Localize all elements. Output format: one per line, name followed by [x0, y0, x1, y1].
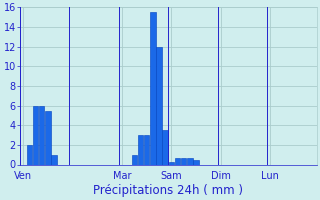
Bar — [150, 12, 156, 164]
X-axis label: Précipitations 24h ( mm ): Précipitations 24h ( mm ) — [93, 184, 243, 197]
Bar — [51, 155, 57, 164]
Bar — [175, 158, 180, 164]
Bar — [39, 106, 44, 164]
Bar — [144, 135, 149, 164]
Bar — [45, 111, 51, 164]
Bar — [132, 155, 137, 164]
Bar — [138, 135, 143, 164]
Bar — [187, 158, 193, 164]
Bar — [27, 145, 32, 164]
Bar — [193, 160, 199, 164]
Bar — [169, 162, 174, 164]
Bar — [181, 158, 187, 164]
Bar — [33, 106, 38, 164]
Bar — [163, 130, 168, 164]
Bar — [156, 47, 162, 164]
